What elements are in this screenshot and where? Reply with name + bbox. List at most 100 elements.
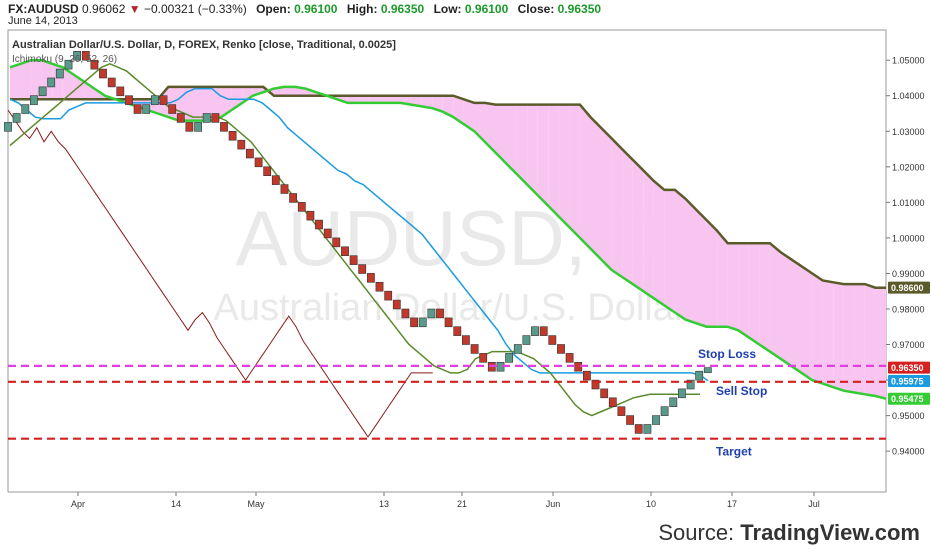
cloud-segment (717, 230, 728, 327)
open-value: 0.96100 (294, 2, 338, 16)
cloud-segment (463, 99, 475, 132)
x-tick-label: 21 (457, 499, 467, 509)
renko-brick-down (125, 95, 133, 105)
renko-brick-up (151, 95, 159, 105)
y-tick-label: 0.94000 (892, 447, 925, 457)
renko-brick-down (271, 175, 280, 185)
x-tick-label: May (247, 499, 265, 509)
cloud-segment (189, 86, 200, 121)
cloud-segment (780, 252, 792, 366)
cloud-segment (727, 243, 739, 331)
renko-brick-up (513, 344, 522, 354)
renko-brick-up (142, 104, 151, 114)
renko-brick-down (392, 299, 401, 310)
senkou-span-a-line (9, 58, 887, 400)
renko-brick-down (81, 50, 90, 61)
cloud-segment (601, 127, 612, 270)
renko-brick-down (99, 68, 107, 79)
renko-brick-up (652, 415, 660, 425)
cloud-segment (548, 104, 559, 217)
renko-brick-down (565, 353, 574, 363)
renko-brick-down (280, 184, 289, 194)
renko-brick-up (21, 104, 30, 114)
cloud-segment (62, 67, 74, 100)
renko-brick-down (289, 193, 297, 203)
cloud-segment (854, 284, 865, 395)
y-tick-label: 1.05000 (892, 56, 925, 66)
renko-brick-down (410, 317, 418, 328)
x-tick-label: 10 (646, 499, 656, 509)
renko-brick-down (444, 317, 453, 328)
cloud-segment (432, 95, 443, 112)
last-price: 0.96062 (82, 2, 126, 16)
cloud-segment (579, 104, 591, 249)
renko-brick-down (384, 290, 393, 301)
renko-brick-down (453, 326, 462, 336)
cloud-segment (221, 86, 232, 118)
cloud-segment (421, 95, 433, 109)
cloud-segment (411, 95, 422, 107)
cloud-segment (622, 149, 633, 285)
renko-brick-down (185, 122, 194, 132)
renko-brick-down (479, 353, 488, 363)
renko-brick-up (194, 122, 202, 132)
renko-brick-down (626, 415, 634, 425)
x-tick-label: Apr (71, 499, 85, 509)
renko-brick-up (531, 326, 539, 336)
renko-brick-up (73, 50, 81, 61)
x-tick-label: 17 (727, 499, 737, 509)
renko-brick-up (47, 77, 56, 88)
cloud-segment (83, 81, 95, 100)
renko-brick-up (522, 335, 531, 345)
renko-brick-down (591, 379, 600, 390)
renko-brick-up (695, 370, 704, 381)
renko-brick-up (38, 86, 47, 97)
cloud-segment (759, 243, 770, 352)
renko-brick-down (600, 388, 609, 399)
symbol-header: FX:AUDUSD 0.96062 ▼ −0.00321 (−0.33%) Op… (8, 2, 601, 16)
renko-brick-down (159, 95, 168, 105)
renko-bricks (4, 50, 712, 434)
cloud-segment (569, 104, 580, 238)
x-tick-label: Jul (808, 499, 820, 509)
cloud-segment (769, 243, 781, 359)
renko-brick-up (505, 353, 513, 363)
price-label-text: 0.96350 (891, 363, 924, 373)
cloud-segment (20, 60, 32, 100)
renko-brick-up (660, 406, 669, 416)
renko-brick-down (315, 219, 323, 230)
target-label: Target (716, 445, 752, 459)
renko-brick-down (254, 157, 263, 168)
renko-brick-down (461, 335, 470, 345)
cloud-segment (748, 243, 760, 345)
source-credit: Source: TradingView.com (658, 520, 920, 546)
renko-brick-down (349, 255, 358, 265)
cloud-segment (516, 104, 528, 185)
cloud-segment (484, 102, 496, 153)
cloud-segment (590, 117, 602, 260)
cloud-segment (833, 282, 844, 391)
renko-brick-down (401, 308, 410, 319)
price-change: −0.00321 (−0.33%) (143, 2, 247, 16)
y-tick-label: 1.03000 (892, 127, 925, 137)
kijun-sen-line (9, 62, 700, 417)
price-label-box (888, 392, 930, 405)
renko-brick-down (246, 148, 254, 159)
renko-brick-down (133, 104, 142, 114)
y-tick-label: 1.04000 (892, 91, 925, 101)
cloud-segment (347, 95, 359, 103)
cloud-segment (664, 189, 675, 313)
cloud-segment (875, 287, 886, 399)
renko-brick-up (677, 388, 686, 399)
renko-brick-up (643, 424, 652, 434)
renko-brick-down (228, 131, 237, 141)
renko-brick-up (55, 68, 64, 79)
cloud-segment (843, 284, 855, 393)
price-label-box (888, 361, 930, 374)
renko-brick-up (12, 113, 21, 123)
cloud-segment (801, 266, 813, 381)
renko-brick-up (669, 397, 678, 407)
renko-brick-down (107, 77, 116, 88)
renko-brick-down (332, 237, 341, 248)
